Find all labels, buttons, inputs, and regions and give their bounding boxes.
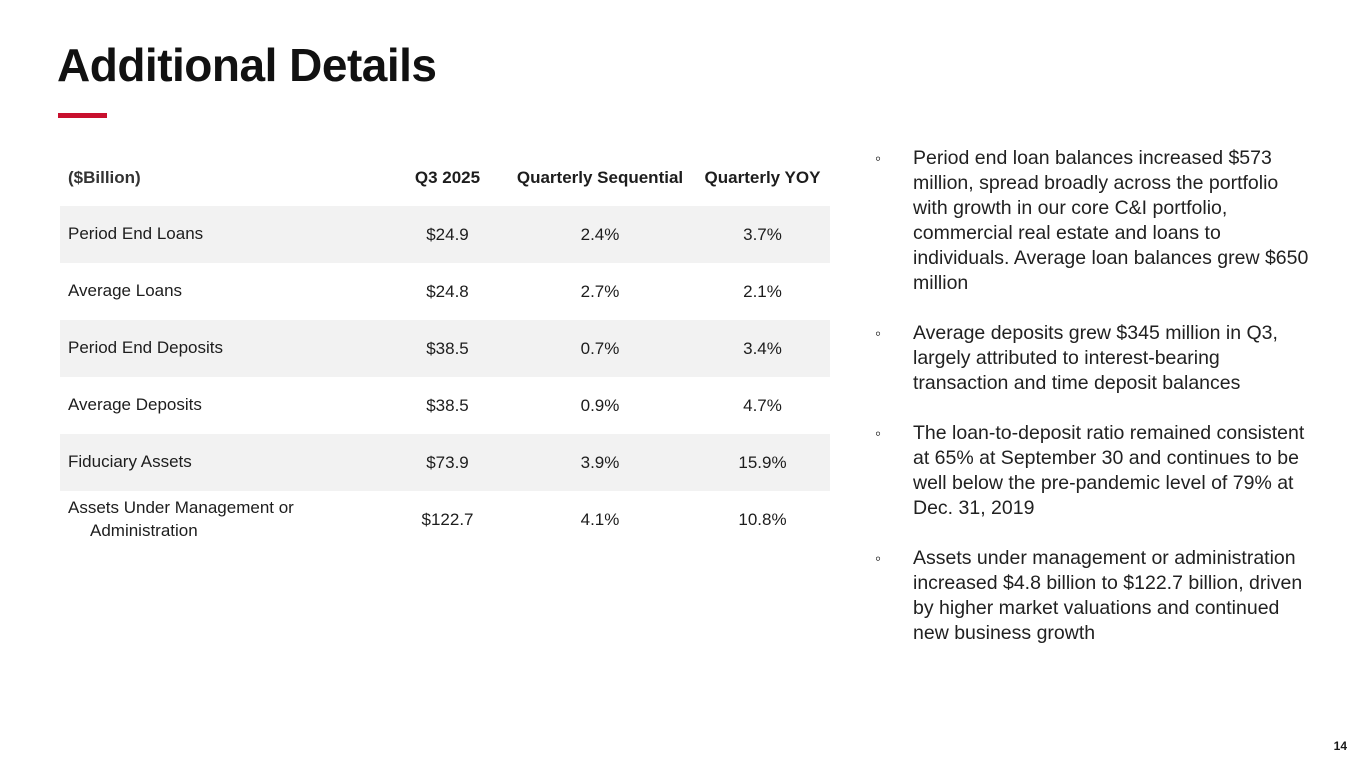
row-sequential-value: 0.7% [580, 338, 620, 358]
table-row: Average Loans $24.8 2.7% 2.1% [60, 263, 830, 320]
page-number: 14 [1333, 739, 1347, 753]
row-yoy-value: 3.4% [743, 338, 782, 358]
list-item: ◦ Average deposits grew $345 million in … [875, 321, 1315, 396]
table-row: Assets Under Management or Administratio… [60, 491, 830, 548]
row-yoy-value: 15.9% [738, 452, 787, 472]
row-yoy-value: 10.8% [738, 509, 787, 529]
bullet-marker: ◦ [875, 549, 882, 568]
row-label: Average Loans [68, 281, 183, 301]
list-item: ◦ Assets under management or administrat… [875, 546, 1315, 646]
row-sequential-value: 2.7% [580, 281, 620, 301]
table-header-row: ($Billion) Q3 2025 Quarterly Sequential … [60, 150, 830, 206]
row-q3-value: $24.9 [426, 224, 469, 244]
list-item: ◦ The loan-to-deposit ratio remained con… [875, 421, 1315, 521]
column-header-quarterly-yoy: Quarterly YOY [704, 168, 821, 188]
page-title: Additional Details [57, 39, 437, 91]
table-row: Fiduciary Assets $73.9 3.9% 15.9% [60, 434, 830, 491]
row-sequential-value: 0.9% [580, 395, 620, 415]
table-row: Average Deposits $38.5 0.9% 4.7% [60, 377, 830, 434]
table-row: Period End Deposits $38.5 0.7% 3.4% [60, 320, 830, 377]
row-label: Assets Under Management or Administratio… [68, 497, 294, 540]
bullet-marker: ◦ [875, 324, 882, 343]
row-label: Average Deposits [68, 395, 202, 415]
bullet-marker: ◦ [875, 149, 882, 168]
commentary-bullet-list: ◦ Period end loan balances increased $57… [875, 146, 1315, 671]
bullet-text: Assets under management or administratio… [913, 547, 1303, 644]
row-label: Fiduciary Assets [68, 452, 192, 472]
title-accent-rule [58, 113, 107, 118]
row-sequential-value: 2.4% [580, 224, 620, 244]
column-header-quarterly-sequential: Quarterly Sequential [516, 168, 684, 188]
row-sequential-value: 3.9% [580, 452, 620, 472]
bullet-text: Period end loan balances increased $573 … [913, 147, 1309, 294]
row-q3-value: $24.8 [426, 281, 469, 301]
row-yoy-value: 2.1% [743, 281, 782, 301]
bullet-text: Average deposits grew $345 million in Q3… [913, 322, 1278, 394]
row-sequential-value: 4.1% [580, 509, 620, 529]
table-row: Period End Loans $24.9 2.4% 3.7% [60, 206, 830, 263]
financial-metrics-table: ($Billion) Q3 2025 Quarterly Sequential … [60, 150, 830, 548]
row-q3-value: $122.7 [421, 509, 474, 529]
row-q3-value: $38.5 [426, 395, 469, 415]
bullet-text: The loan-to-deposit ratio remained consi… [913, 422, 1305, 519]
row-yoy-value: 4.7% [743, 395, 782, 415]
row-yoy-value: 3.7% [743, 224, 782, 244]
table-unit-label: ($Billion) [68, 167, 141, 187]
row-label: Period End Deposits [68, 338, 223, 358]
row-q3-value: $73.9 [426, 452, 469, 472]
bullet-marker: ◦ [875, 424, 882, 443]
list-item: ◦ Period end loan balances increased $57… [875, 146, 1315, 296]
row-q3-value: $38.5 [426, 338, 469, 358]
column-header-q3-2025: Q3 2025 [414, 168, 481, 188]
row-label: Period End Loans [68, 224, 204, 244]
